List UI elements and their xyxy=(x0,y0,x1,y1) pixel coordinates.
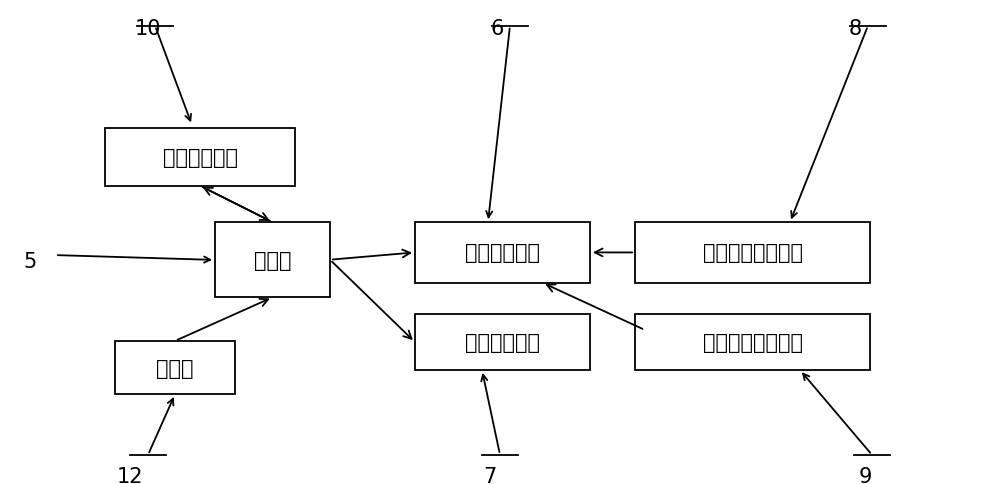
Text: 信息输出模块: 信息输出模块 xyxy=(465,333,540,352)
Text: 6: 6 xyxy=(490,19,504,39)
Text: 9: 9 xyxy=(858,466,872,484)
Text: 外环境温度传感器: 外环境温度传感器 xyxy=(702,333,802,352)
Bar xyxy=(415,315,590,370)
Text: 蓄电池: 蓄电池 xyxy=(156,358,194,378)
Bar xyxy=(635,223,870,283)
Text: 8: 8 xyxy=(848,19,862,39)
Text: 信息存储模块: 信息存储模块 xyxy=(162,147,238,167)
Bar xyxy=(115,341,235,394)
Text: 10: 10 xyxy=(135,19,161,39)
Text: 信息输入模块: 信息输入模块 xyxy=(465,243,540,263)
Text: 5: 5 xyxy=(23,252,37,272)
Text: 7: 7 xyxy=(483,466,497,484)
Text: 内环境温度传感器: 内环境温度传感器 xyxy=(702,243,802,263)
Bar xyxy=(105,128,295,186)
Bar xyxy=(215,223,330,298)
Text: 单片机: 单片机 xyxy=(254,250,291,270)
Text: 12: 12 xyxy=(117,466,143,484)
Bar xyxy=(415,223,590,283)
Bar xyxy=(635,315,870,370)
